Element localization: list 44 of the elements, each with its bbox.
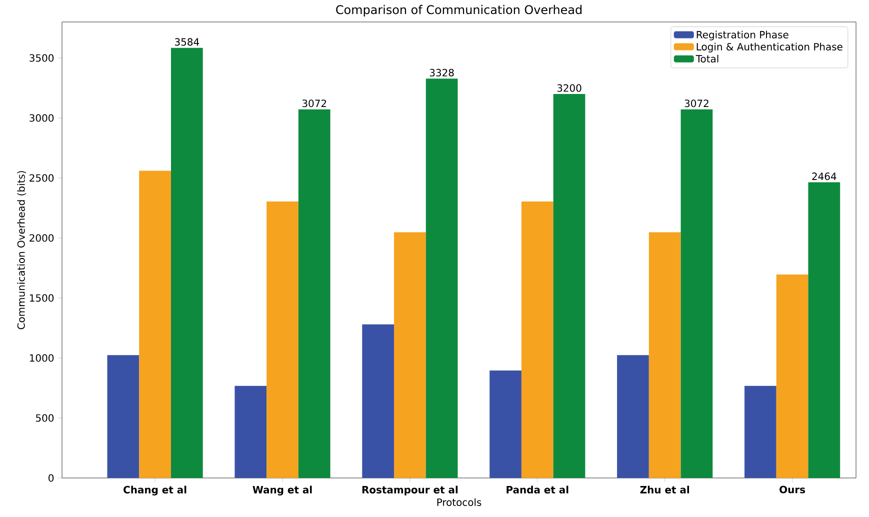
data-label: 2464: [812, 172, 836, 180]
data-label: 3584: [174, 38, 200, 46]
legend-label: Login & Authentication Phase: [696, 42, 842, 52]
data-label: 3200: [557, 84, 582, 92]
bar: [490, 370, 522, 478]
bar: [808, 182, 840, 478]
chart-title: Comparison of Communication Overhead: [336, 4, 582, 16]
legend-label: Registration Phase: [696, 30, 788, 40]
y-tick-label: 1000: [30, 354, 54, 362]
bar: [553, 94, 586, 478]
y-tick-label: 0: [48, 474, 54, 482]
x-axis-title: Protocols: [437, 498, 482, 506]
bar: [107, 355, 140, 478]
bar: [648, 232, 681, 478]
bar: [426, 78, 458, 478]
y-tick-label: 2000: [30, 234, 54, 242]
y-tick-label: 500: [36, 414, 54, 422]
bar: [744, 386, 776, 478]
data-label: 3328: [430, 68, 454, 76]
y-tick-label: 3500: [30, 54, 54, 62]
data-label: 3072: [684, 100, 708, 108]
x-tick-label: Wang et al: [252, 486, 312, 496]
bar: [139, 170, 171, 478]
bar: [266, 202, 298, 478]
y-axis-title: Communication Overhead (bits): [17, 171, 26, 330]
x-tick-label: Zhu et al: [640, 486, 689, 494]
y-tick-label: 1500: [30, 294, 54, 302]
bar: [394, 232, 426, 478]
bar: [234, 386, 267, 478]
bar: [776, 274, 808, 478]
data-label: 3072: [302, 100, 326, 108]
x-tick-label: Rostampour et al: [362, 486, 458, 496]
bar: [680, 109, 713, 478]
y-tick-label: 2500: [30, 174, 54, 182]
x-tick-label: Chang et al: [124, 486, 186, 496]
bar: [617, 355, 649, 478]
bar: [521, 202, 554, 478]
y-tick-label: 3000: [30, 114, 54, 122]
bar: [362, 324, 394, 478]
bar: [170, 48, 203, 478]
x-tick-label: Panda et al: [506, 486, 568, 494]
legend-label: Total: [696, 54, 718, 63]
bar: [298, 109, 330, 478]
x-tick-label: Ours: [780, 486, 806, 494]
